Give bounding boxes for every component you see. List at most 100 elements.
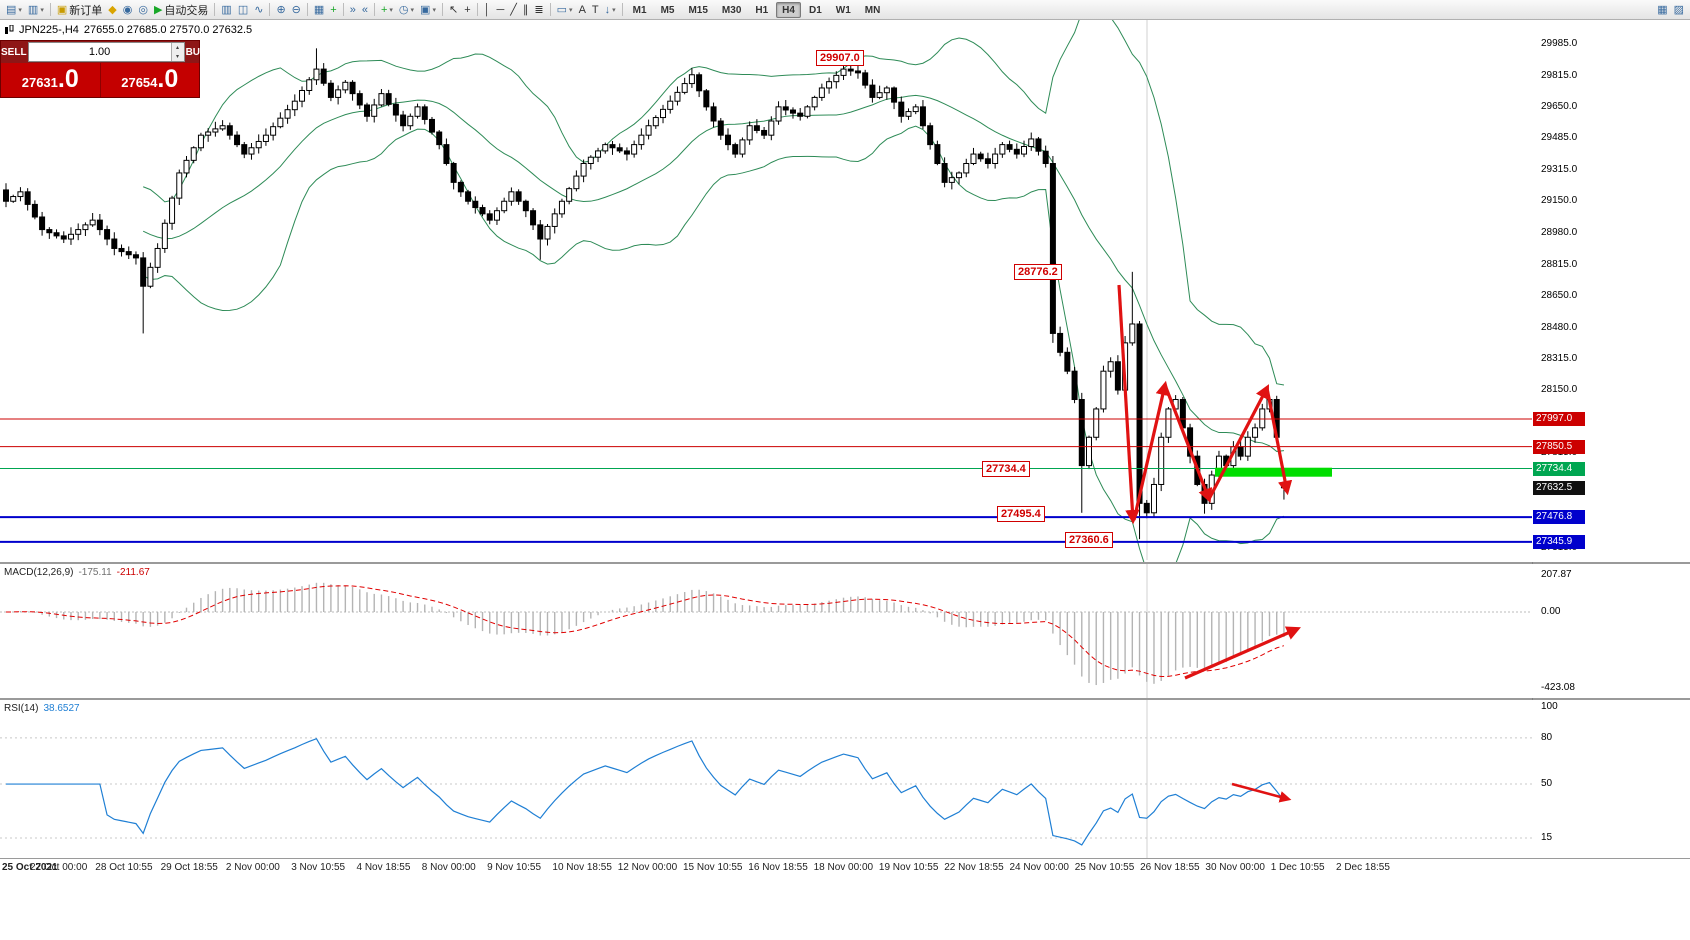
new-chart-icon-caret-icon[interactable]: ▾ [18, 6, 22, 14]
auto-scroll-icon[interactable]: » [347, 1, 359, 19]
zoom-in-icon[interactable]: ⊕ [273, 1, 288, 19]
trade-panel-divider [99, 63, 101, 97]
timeline-label: 18 Nov 00:00 [813, 862, 874, 873]
trendline-icon[interactable]: ╱ [507, 1, 520, 19]
autotrade-button[interactable]: ▶ 自动交易 [151, 1, 211, 19]
timeframe-m30[interactable]: M30 [721, 4, 742, 16]
timeline-label: 2 Nov 00:00 [225, 862, 280, 873]
fibonacci-icon[interactable]: ≣ [531, 1, 546, 19]
community-icon[interactable]: ◎ [135, 1, 151, 19]
templates-icon-caret-icon[interactable]: ▾ [432, 6, 436, 14]
shapes-icon-caret-icon[interactable]: ▾ [569, 6, 573, 14]
crosshair-icon[interactable]: + [461, 1, 473, 19]
price-chart-canvas[interactable] [0, 20, 1532, 562]
timeframe-w1[interactable]: W1 [835, 4, 851, 16]
chart-shift-icon[interactable]: « [359, 1, 371, 19]
drawn-arrow [1163, 384, 1213, 504]
periods-icon[interactable]: ◷ ▾ [396, 1, 417, 19]
candlestick-chart-icon[interactable]: ◫ [235, 1, 251, 19]
timeframe-m5[interactable]: M5 [660, 4, 675, 16]
toolbar-separator [621, 3, 623, 16]
main-chart-panel[interactable]: 29907.0 28776.2 27734.4 27495.4 27360.6 [0, 20, 1532, 562]
price-axis[interactable]: 29985.0 29815.0 29650.0 29485.0 29315.0 29150… [1532, 20, 1690, 562]
shapes-icon[interactable]: ▭ ▾ [554, 1, 576, 19]
lot-size-input[interactable] [28, 43, 171, 61]
fibonacci-icon-glyph: ≣ [534, 3, 544, 16]
new-order-button[interactable]: ▣ 新订单 [54, 1, 105, 19]
profiles-icon-caret-icon[interactable]: ▾ [40, 6, 44, 14]
timeframe-h4[interactable]: H4 [776, 1, 801, 18]
drawn-arrow [1207, 384, 1270, 500]
rsi-axis[interactable]: 100 80 50 15 [1532, 700, 1690, 858]
chart-shift-icon-glyph: « [361, 3, 368, 16]
timeframe-h1[interactable]: H1 [755, 4, 769, 16]
vertical-line-icon[interactable]: │ [481, 1, 494, 19]
lot-increase-button[interactable]: ▴ [171, 43, 184, 52]
bar-chart-icon[interactable]: ▥ [218, 1, 234, 19]
price-label-flag[interactable]: 27734.4 [982, 461, 1030, 477]
text-icon[interactable]: A [576, 1, 589, 19]
chart-windows-icon-glyph: ▦ [1657, 3, 1668, 16]
market-icon[interactable]: ◉ [120, 1, 136, 19]
sell-button[interactable]: SELL [1, 46, 27, 58]
rsi-axis-tick: 50 [1541, 778, 1553, 790]
macd-axis-tick: 0.00 [1541, 606, 1561, 617]
timeframe-mn[interactable]: MN [864, 4, 881, 16]
line-chart-icon[interactable]: ∿ [251, 1, 266, 19]
drawn-arrow [1132, 380, 1170, 521]
timeframe-d1[interactable]: D1 [808, 4, 822, 16]
vertical-line-icon-glyph: │ [483, 3, 491, 16]
profiles-icon[interactable]: ▥ ▾ [25, 1, 47, 19]
text-label-icon[interactable]: T [589, 1, 602, 19]
indicators-icon[interactable]: + ▾ [378, 1, 396, 19]
timeline-label: 24 Nov 00:00 [1009, 862, 1070, 873]
timeline-label: 9 Nov 10:55 [487, 862, 542, 873]
timeline-label: 12 Nov 00:00 [617, 862, 678, 873]
macd-axis-tick: -423.08 [1541, 681, 1575, 693]
price-axis-tick: 29485.0 [1541, 132, 1578, 143]
symbol-name: JPN225-,H4 [19, 24, 79, 36]
zoom-out-icon[interactable]: ⊖ [289, 1, 304, 19]
new-subwindow-icon[interactable]: + [327, 1, 339, 19]
macd-panel[interactable] [0, 564, 1532, 698]
timeline-label: 15 Nov 10:55 [683, 862, 743, 873]
equidistant-channel-icon[interactable]: ∥ [520, 1, 532, 19]
chart-windows-icon[interactable]: ▦ [1654, 1, 1670, 19]
lot-decrease-button[interactable]: ▾ [171, 52, 184, 61]
symbol-ohlc: 27655.0 27685.0 27570.0 27632.5 [83, 24, 253, 36]
mql5-icon[interactable]: ◆ [105, 1, 119, 19]
macd-axis[interactable]: 207.87 0.00 -423.08 [1532, 564, 1690, 698]
periods-icon-caret-icon[interactable]: ▾ [410, 6, 415, 14]
price-axis-tick: 29815.0 [1541, 69, 1578, 81]
price-label-flag[interactable]: 28776.2 [1014, 264, 1062, 280]
rsi-canvas[interactable] [0, 700, 1532, 858]
tile-windows-icon[interactable]: ▦ [311, 1, 327, 19]
price-label-flag[interactable]: 27495.4 [997, 506, 1045, 522]
timeframe-m15[interactable]: M15 [688, 4, 708, 16]
price-label-flag[interactable]: 27360.6 [1065, 532, 1113, 548]
arrows-icon-caret-icon[interactable]: ▾ [612, 6, 616, 14]
toolbar-separator [441, 3, 443, 16]
sell-price-button[interactable]: 27631 .0 [1, 63, 100, 97]
templates-icon[interactable]: ▣ ▾ [417, 1, 439, 19]
sell-price-int: 27631 [21, 75, 58, 90]
indicators-icon-caret-icon[interactable]: ▾ [389, 6, 393, 14]
timeline-label: 8 Nov 00:00 [421, 862, 476, 873]
buy-button[interactable]: BUY [185, 46, 207, 58]
macd-axis-tick: 207.87 [1541, 568, 1572, 580]
buy-price-button[interactable]: 27654 .0 [101, 63, 200, 97]
macd-canvas[interactable] [0, 564, 1532, 698]
panel-separator[interactable] [0, 562, 1690, 564]
arrows-icon[interactable]: ↓ ▾ [602, 1, 619, 19]
window-corner-icon[interactable]: ▨ [1671, 1, 1687, 19]
horizontal-line-icon[interactable]: ─ [494, 1, 508, 19]
price-label-flag[interactable]: 29907.0 [816, 50, 864, 66]
mql5-icon-glyph: ◆ [108, 3, 117, 16]
timeline[interactable]: 25 Oct 2021 27 Oct 00:00 28 Oct 10:55 29 Oc… [0, 858, 1690, 876]
panel-separator[interactable] [0, 698, 1690, 700]
timeline-label: 22 Nov 18:55 [944, 862, 1004, 873]
new-chart-icon[interactable]: ▤ ▾ [3, 1, 25, 19]
timeframe-m1[interactable]: M1 [632, 4, 647, 16]
rsi-panel[interactable] [0, 700, 1532, 858]
cursor-icon[interactable]: ↖ [446, 1, 461, 19]
